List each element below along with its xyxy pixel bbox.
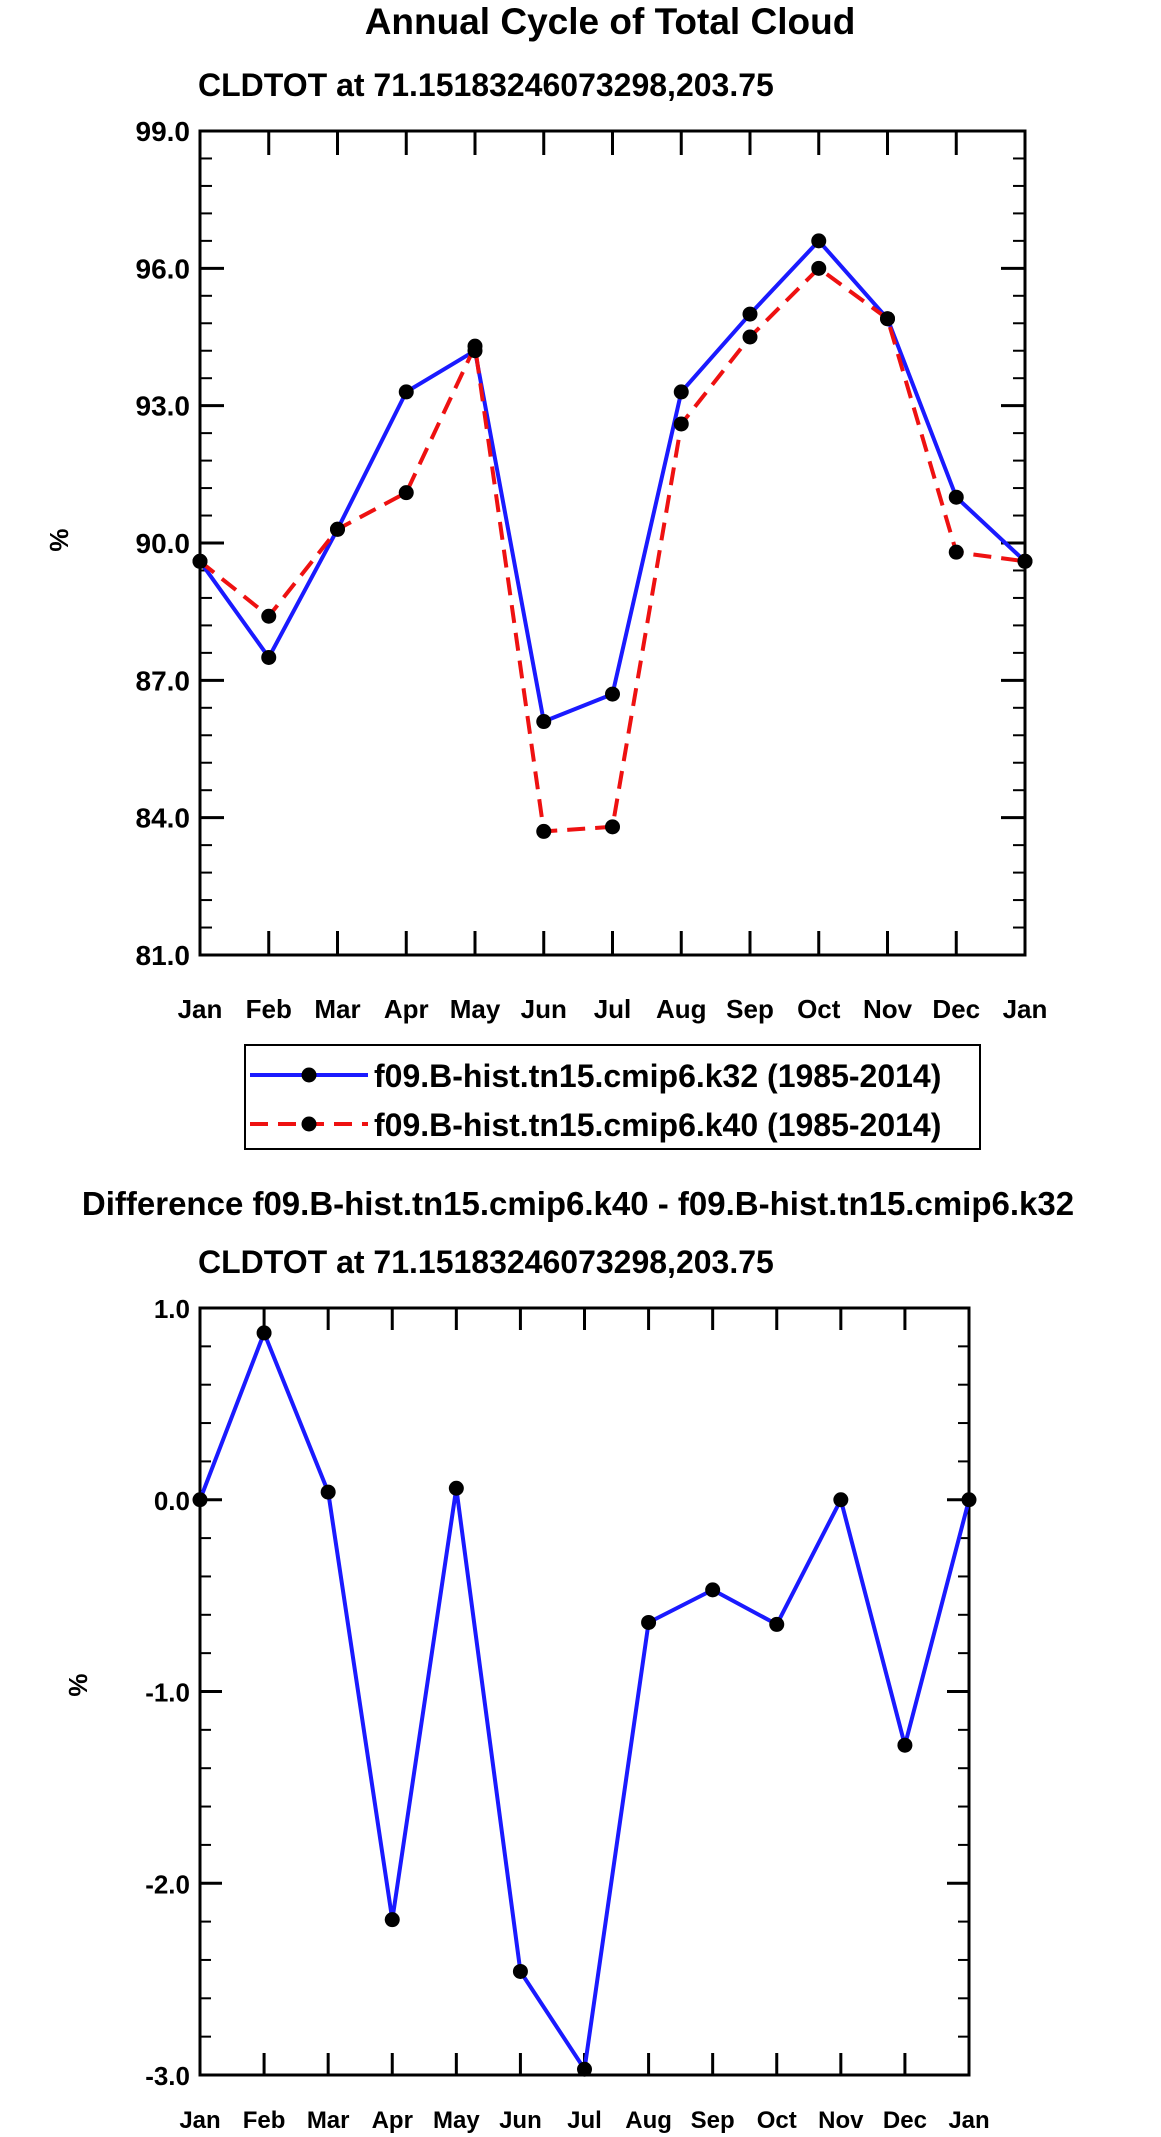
y-axis-label: % (44, 528, 74, 551)
chart-title: Annual Cycle of Total Cloud (365, 1, 856, 42)
difference-chart-title: Difference f09.B-hist.tn15.cmip6.k40 - f… (82, 1185, 1074, 1222)
x-tick-label: Sep (726, 994, 774, 1024)
y-tick-label: 81.0 (136, 940, 191, 971)
data-point-0 (948, 489, 964, 505)
diff-data-point-0 (769, 1616, 785, 1632)
x-tick-label: Dec (932, 994, 980, 1024)
data-point-0 (536, 714, 552, 730)
diff-x-tick-label: Jan (179, 2107, 220, 2134)
diff-x-tick-label: Apr (372, 2107, 413, 2134)
diff-data-point-0 (448, 1480, 464, 1496)
difference-panel: Difference f09.B-hist.tn15.cmip6.k40 - f… (63, 1185, 1074, 2134)
diff-data-point-0 (320, 1484, 336, 1500)
difference-chart-subtitle: CLDTOT at 71.15183246073298,203.75 (198, 1244, 774, 1280)
legend-label-k32: f09.B-hist.tn15.cmip6.k32 (1985-2014) (374, 1058, 941, 1094)
chart-subtitle: CLDTOT at 71.15183246073298,203.75 (198, 67, 774, 103)
legend-box (244, 1044, 981, 1150)
diff-y-tick-label: -3.0 (145, 2061, 190, 2091)
data-point-1 (1017, 553, 1033, 569)
data-point-0 (742, 306, 758, 322)
data-point-1 (398, 485, 414, 501)
difference-plot-area: -3.0 -2.0 -1.0 0.0 1.0 Jan Feb Mar Apr May Jun Jul A… (145, 1294, 989, 2134)
diff-plot-frame (198, 1306, 971, 2077)
plot-area: 81.0 84.0 87.0 90.0 93.0 96.0 99.0 Jan Feb Mar Apr… (136, 116, 1048, 1024)
data-point-0 (398, 384, 414, 400)
y-tick-label: 99.0 (136, 116, 191, 147)
x-tick-label: Oct (797, 994, 841, 1024)
y-tick-label: 84.0 (136, 803, 191, 834)
diff-x-tick-label: Dec (883, 2107, 927, 2134)
data-point-0 (605, 686, 620, 702)
diff-data-point-0 (833, 1492, 849, 1508)
diff-x-tick-label: Sep (691, 2107, 735, 2134)
diff-series-line-0 (198, 1330, 971, 2072)
data-point-1 (742, 329, 758, 345)
diff-data-point-0 (897, 1737, 913, 1753)
diff-x-tick-label: Jul (567, 2107, 602, 2134)
x-tick-label: Jan (178, 994, 223, 1024)
x-tick-label: May (450, 994, 501, 1024)
series-line-0 (198, 238, 1027, 724)
diff-y-tick-label: -2.0 (145, 1869, 190, 1899)
x-tick-label: Nov (863, 994, 913, 1024)
legend-marker-k32 (301, 1067, 317, 1083)
diff-x-tick-label: Feb (243, 2107, 286, 2134)
diff-x-tick-label: Oct (757, 2107, 797, 2134)
diff-data-point-0 (961, 1492, 977, 1508)
diff-y-tick-label: 1.0 (154, 1294, 190, 1324)
diff-data-point-0 (384, 1912, 400, 1928)
diff-x-tick-label: Mar (307, 2107, 350, 2134)
data-point-1 (467, 338, 483, 354)
diff-x-tick-label: Jan (948, 2107, 989, 2134)
legend-label-k40: f09.B-hist.tn15.cmip6.k40 (1985-2014) (374, 1107, 941, 1143)
diff-x-tick-label: May (433, 2107, 480, 2134)
data-point-1 (330, 521, 345, 537)
x-tick-label: Aug (656, 994, 707, 1024)
data-point-1 (948, 544, 964, 560)
data-point-1 (261, 608, 277, 624)
difference-y-axis-label: % (63, 1673, 93, 1696)
legend: f09.B-hist.tn15.cmip6.k32 (1985-2014) f0… (244, 1044, 981, 1150)
diff-data-point-0 (641, 1614, 657, 1630)
data-point-1 (880, 311, 895, 327)
x-tick-label: Jun (521, 994, 567, 1024)
diff-data-point-0 (192, 1492, 208, 1508)
data-point-0 (673, 384, 689, 400)
diff-x-tick-label: Jun (499, 2107, 542, 2134)
x-tick-label: Feb (246, 994, 292, 1024)
diff-y-tick-label: 0.0 (154, 1486, 190, 1516)
data-point-1 (811, 260, 827, 276)
data-point-1 (192, 553, 208, 569)
x-tick-label: Apr (384, 994, 429, 1024)
data-point-1 (673, 416, 689, 432)
diff-data-point-0 (256, 1325, 272, 1341)
diff-x-tick-label: Nov (818, 2107, 864, 2134)
data-point-0 (261, 649, 277, 665)
diff-data-point-0 (577, 2061, 592, 2077)
data-point-1 (536, 823, 552, 839)
diff-data-point-0 (705, 1582, 721, 1598)
diff-data-point-0 (512, 1963, 528, 1979)
y-tick-label: 87.0 (136, 665, 191, 696)
data-point-0 (811, 233, 827, 249)
diff-y-tick-label: -1.0 (145, 1678, 190, 1708)
data-point-1 (605, 819, 620, 835)
x-tick-label: Jul (594, 994, 632, 1024)
annual-cycle-panel: Annual Cycle of Total Cloud CLDTOT at 71… (44, 1, 1048, 1150)
y-tick-label: 90.0 (136, 528, 191, 559)
y-tick-label: 96.0 (136, 253, 191, 284)
x-tick-label: Mar (314, 994, 360, 1024)
x-tick-label: Jan (1003, 994, 1048, 1024)
diff-x-tick-label: Aug (625, 2107, 672, 2134)
y-tick-label: 93.0 (136, 391, 191, 422)
legend-marker-k40 (301, 1116, 317, 1132)
